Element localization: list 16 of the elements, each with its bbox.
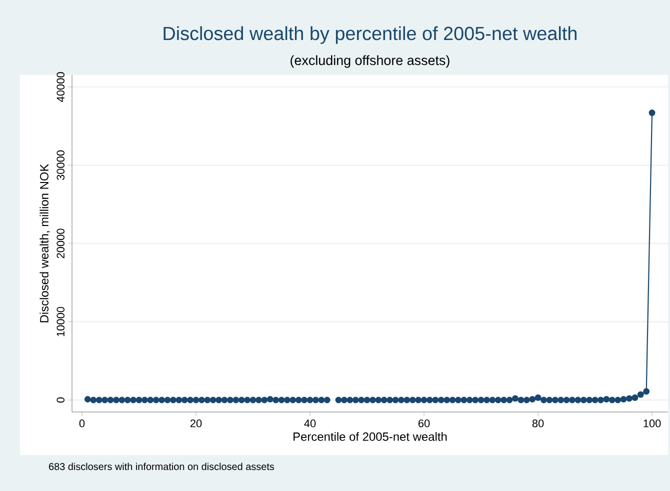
x-axis-title: Percentile of 2005-net wealth [294, 432, 447, 441]
x-tick-label: 80 [532, 420, 544, 428]
x-tick-label: 60 [418, 420, 430, 428]
text: 683 disclosers with information on disclosed assets [49, 462, 274, 470]
chart-title: Disclosed wealth by percentile of 2005-net wealth [164, 26, 576, 44]
x-tick-label: 40 [304, 420, 316, 428]
x-tick-label: 100 [644, 420, 661, 428]
y-tick-label: 30000 [56, 150, 64, 180]
y-tick-label: 10000 [56, 306, 64, 336]
y-tick-label: 0 [56, 397, 64, 403]
y-axis-title: Disclosed wealth, million NOK [40, 164, 50, 322]
y-tick-label: 20000 [56, 228, 64, 258]
chart-subtitle: (excluding offshore assets) [290, 55, 450, 68]
x-tick-label: 20 [190, 420, 202, 428]
x-tick-label: 0 [79, 420, 85, 428]
y-tick-label: 40000 [56, 72, 64, 102]
